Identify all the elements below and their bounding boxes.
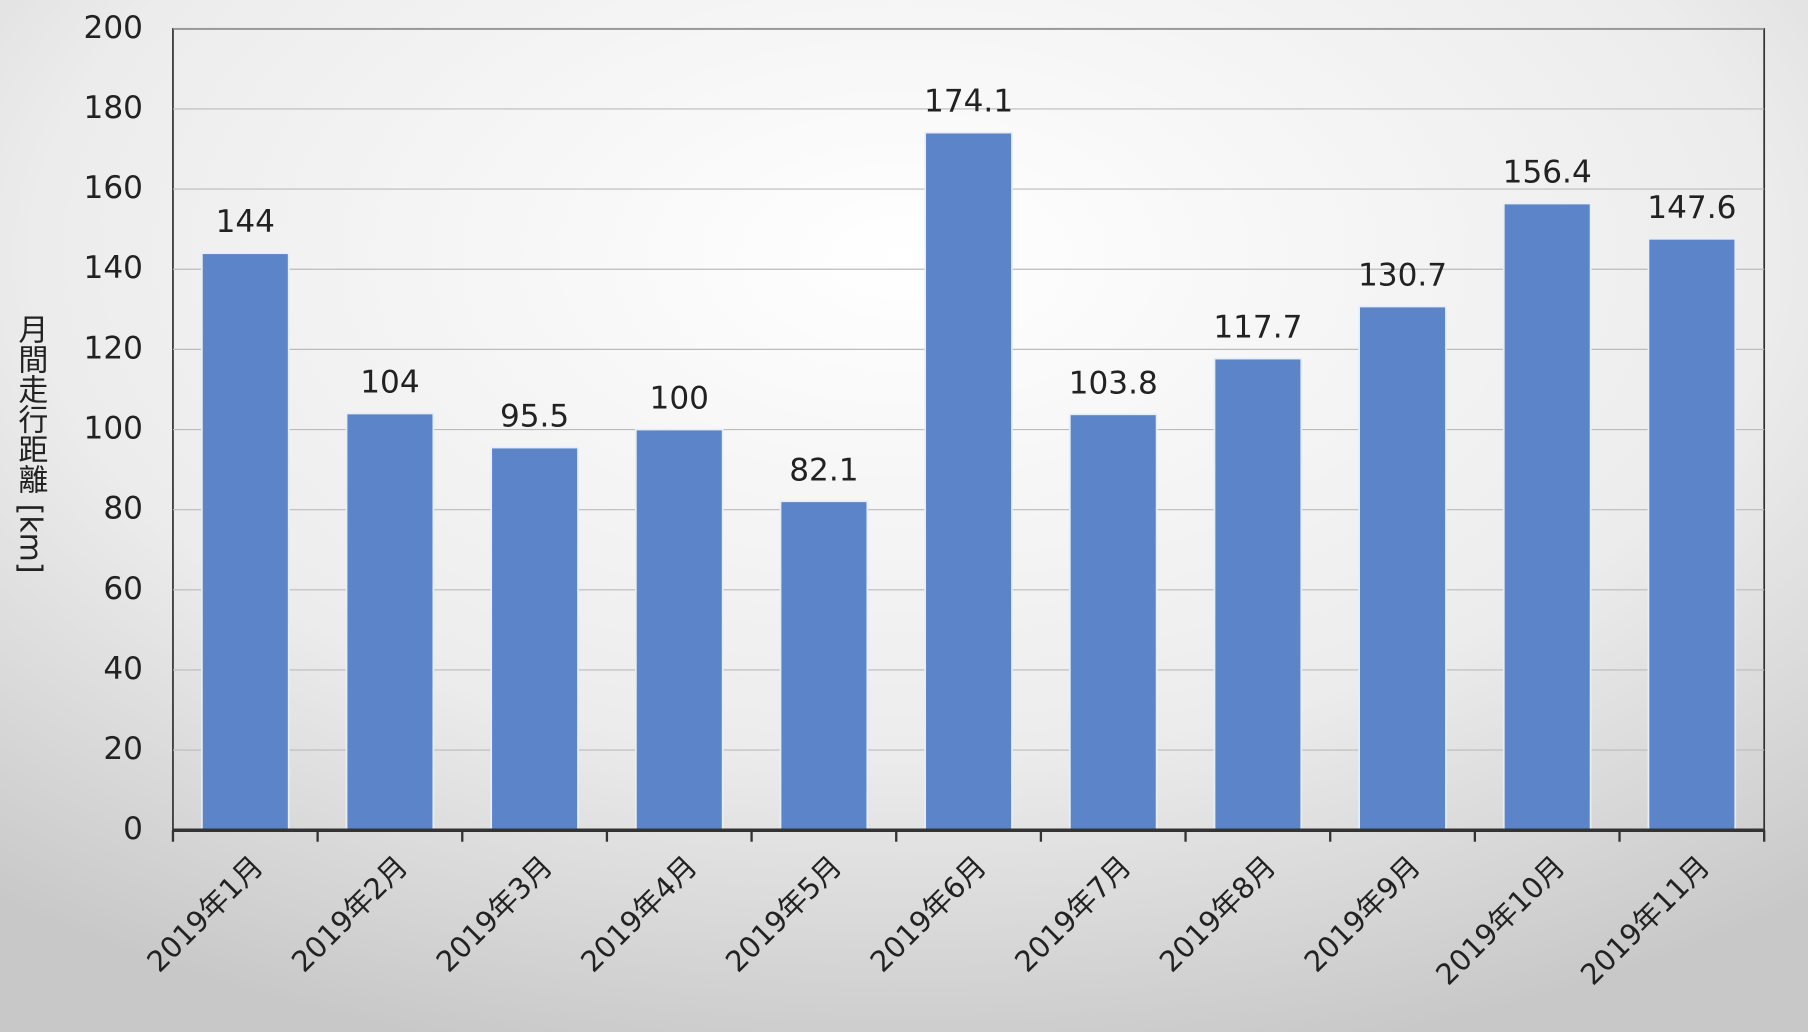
bar (634, 428, 724, 832)
y-tick-label: 120 (84, 330, 143, 366)
y-tick-label: 100 (84, 411, 143, 447)
y-axis-label: 月間走行距離 [km] (12, 314, 48, 573)
value-label: 100 (650, 381, 709, 417)
bar (1502, 202, 1592, 832)
value-label: 82.1 (789, 452, 858, 488)
bar (1358, 305, 1447, 832)
bar (924, 131, 1013, 832)
value-label: 104 (360, 365, 419, 401)
bar (1647, 237, 1737, 832)
value-label: 147.6 (1647, 190, 1736, 226)
y-tick-label: 180 (84, 90, 143, 126)
value-label: 117.7 (1213, 310, 1302, 346)
y-tick-label: 0 (123, 811, 143, 847)
value-label: 156.4 (1503, 155, 1592, 191)
y-tick-label: 20 (103, 731, 143, 767)
bar (779, 500, 869, 832)
bar (1213, 357, 1303, 832)
y-tick-label: 200 (84, 10, 143, 46)
value-label: 103.8 (1069, 365, 1158, 401)
bar (490, 446, 579, 832)
y-tick-label: 80 (103, 491, 143, 527)
value-label: 95.5 (500, 399, 569, 435)
bar (1068, 413, 1158, 832)
y-tick-label: 60 (103, 571, 143, 607)
bar (201, 252, 290, 832)
value-label: 174.1 (924, 84, 1013, 120)
y-tick-label: 160 (84, 170, 143, 206)
y-tick-label: 40 (103, 651, 143, 687)
value-label: 144 (216, 204, 275, 240)
bar (345, 412, 435, 832)
value-label: 130.7 (1358, 258, 1447, 294)
y-tick-label: 140 (84, 250, 143, 286)
